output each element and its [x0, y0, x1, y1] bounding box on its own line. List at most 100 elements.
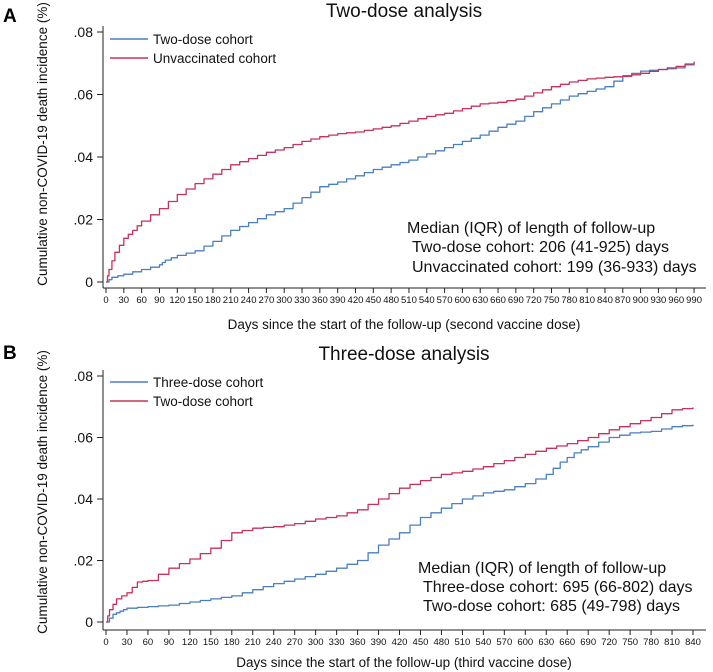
y-tick-label-b-1: .02 — [74, 553, 94, 569]
y-tick-label-b-4: .08 — [74, 368, 94, 384]
x-tick-label-b-8: 240 — [266, 637, 282, 648]
x-tick-label-a-12: 360 — [312, 295, 328, 306]
x-tick-label-b-26: 780 — [643, 637, 659, 648]
x-tick-label-a-7: 210 — [223, 295, 239, 306]
x-tick-label-b-4: 120 — [182, 637, 198, 648]
x-tick-label-b-15: 450 — [413, 637, 429, 648]
x-tick-label-b-10: 300 — [308, 637, 324, 648]
y-tick-label-a-3: .06 — [74, 87, 94, 103]
y-tick-label-a-2: .04 — [74, 149, 94, 165]
x-tick-label-b-22: 660 — [559, 637, 575, 648]
series-group-b — [106, 407, 694, 623]
y-ticks-a: 0 .02 .04 .06 .08 — [74, 24, 103, 290]
x-tick-label-b-28: 840 — [685, 637, 701, 648]
x-tick-label-b-3: 90 — [164, 637, 175, 648]
x-tick-label-a-4: 120 — [169, 295, 185, 306]
x-tick-label-b-5: 150 — [203, 637, 219, 648]
x-tick-label-a-2: 60 — [136, 295, 147, 306]
x-tick-label-b-25: 750 — [622, 637, 638, 648]
x-tick-label-a-9: 270 — [258, 295, 274, 306]
x-tick-label-a-29: 870 — [615, 295, 631, 306]
x-tick-label-b-9: 270 — [287, 637, 303, 648]
x-tick-label-a-0: 0 — [103, 295, 108, 306]
x-tick-label-b-17: 510 — [454, 637, 470, 648]
legend-b: Three-dose cohort Two-dose cohort — [110, 375, 264, 409]
legend-label-two-dose-b: Two-dose cohort — [153, 394, 253, 409]
x-tick-label-b-7: 210 — [245, 637, 261, 648]
x-tick-label-a-17: 510 — [401, 295, 417, 306]
x-axis-label-a: Days since the start of the follow-up (s… — [228, 317, 581, 332]
x-tick-label-a-22: 660 — [490, 295, 506, 306]
x-tick-label-a-14: 420 — [348, 295, 364, 306]
annotation-line-b-1: Three-dose cohort: 695 (66-802) days — [423, 579, 692, 596]
series-line-b-1 — [106, 407, 694, 623]
series-line-a-1 — [106, 61, 695, 283]
x-tick-label-a-8: 240 — [241, 295, 257, 306]
legend-a: Two-dose cohort Unvaccinated cohort — [110, 32, 276, 66]
x-tick-label-a-23: 690 — [508, 295, 524, 306]
x-tick-label-a-5: 150 — [187, 295, 203, 306]
x-tick-label-a-31: 930 — [650, 295, 666, 306]
x-tick-label-a-28: 840 — [597, 295, 613, 306]
y-tick-label-a-1: .02 — [74, 212, 94, 228]
x-tick-label-b-19: 570 — [496, 637, 512, 648]
annotation-line-a-1: Two-dose cohort: 206 (41-925) days — [412, 239, 669, 256]
x-tick-label-a-26: 780 — [561, 295, 577, 306]
legend-label-three-dose: Three-dose cohort — [153, 375, 264, 390]
x-tick-label-a-27: 810 — [579, 295, 595, 306]
x-tick-label-a-6: 180 — [205, 295, 221, 306]
x-ticks-a: 0 30 60 90 120 150 180 210 240 270 300 330 360 390 420… — [103, 288, 702, 306]
x-tick-label-a-24: 720 — [526, 295, 542, 306]
panel-a: A Two-dose analysis Cumulative non-COVID… — [3, 1, 706, 332]
y-axis-label-b: Cumulative non-COVID-19 death incidence … — [35, 350, 50, 634]
panel-label-b: B — [3, 343, 17, 364]
x-tick-label-a-30: 900 — [633, 295, 649, 306]
x-tick-label-b-6: 180 — [224, 637, 240, 648]
annotation-b: Median (IQR) of length of follow-up Thre… — [418, 560, 692, 615]
x-tick-label-a-15: 450 — [365, 295, 381, 306]
legend-label-unvaccinated: Unvaccinated cohort — [153, 51, 276, 66]
x-tick-label-a-13: 390 — [330, 295, 346, 306]
x-tick-label-a-3: 90 — [154, 295, 165, 306]
chart-title-b: Three-dose analysis — [318, 344, 489, 365]
x-axis-label-b: Days since the start of the follow-up (t… — [236, 655, 571, 670]
x-tick-label-b-13: 390 — [371, 637, 387, 648]
y-tick-label-a-0: 0 — [85, 274, 93, 290]
x-tick-label-b-16: 480 — [434, 637, 450, 648]
x-ticks-b: 0 30 60 90 120 150 180 210 240 270 300 330 360 390 420… — [103, 630, 701, 648]
x-tick-label-b-14: 420 — [392, 637, 408, 648]
y-tick-label-b-0: 0 — [85, 614, 93, 630]
x-tick-label-b-12: 360 — [350, 637, 366, 648]
annotation-a: Median (IQR) of length of follow-up Two-… — [407, 220, 697, 276]
x-tick-label-b-0: 0 — [103, 637, 108, 648]
panel-label-a: A — [3, 6, 17, 27]
x-tick-label-a-19: 570 — [437, 295, 453, 306]
x-tick-label-b-23: 690 — [580, 637, 596, 648]
annotation-heading-a: Median (IQR) of length of follow-up — [407, 220, 655, 237]
x-tick-label-b-2: 60 — [143, 637, 154, 648]
x-tick-label-b-24: 720 — [601, 637, 617, 648]
x-tick-label-a-20: 600 — [454, 295, 470, 306]
legend-label-two-dose: Two-dose cohort — [153, 32, 253, 47]
x-tick-label-a-25: 750 — [544, 295, 560, 306]
panel-b: B Three-dose analysis Cumulative non-COV… — [3, 343, 706, 670]
annotation-line-a-2: Unvaccinated cohort: 199 (36-933) days — [412, 259, 697, 276]
series-group-a — [106, 61, 695, 283]
chart-title-a: Two-dose analysis — [326, 1, 482, 22]
x-tick-label-a-18: 540 — [419, 295, 435, 306]
x-tick-label-b-18: 540 — [475, 637, 491, 648]
x-tick-label-a-11: 330 — [294, 295, 310, 306]
x-tick-label-a-16: 480 — [383, 295, 399, 306]
series-line-b-0 — [106, 424, 694, 623]
x-tick-label-b-21: 630 — [538, 637, 554, 648]
x-tick-label-a-32: 960 — [668, 295, 684, 306]
annotation-line-b-2: Two-dose cohort: 685 (49-798) days — [423, 598, 680, 615]
annotation-heading-b: Median (IQR) of length of follow-up — [418, 560, 666, 577]
x-tick-label-b-11: 330 — [329, 637, 345, 648]
plot-frame-b — [102, 370, 706, 631]
x-tick-label-a-33: 990 — [686, 295, 702, 306]
x-tick-label-b-1: 30 — [122, 637, 133, 648]
y-tick-label-a-4: .08 — [74, 24, 94, 40]
x-tick-label-a-21: 630 — [472, 295, 488, 306]
